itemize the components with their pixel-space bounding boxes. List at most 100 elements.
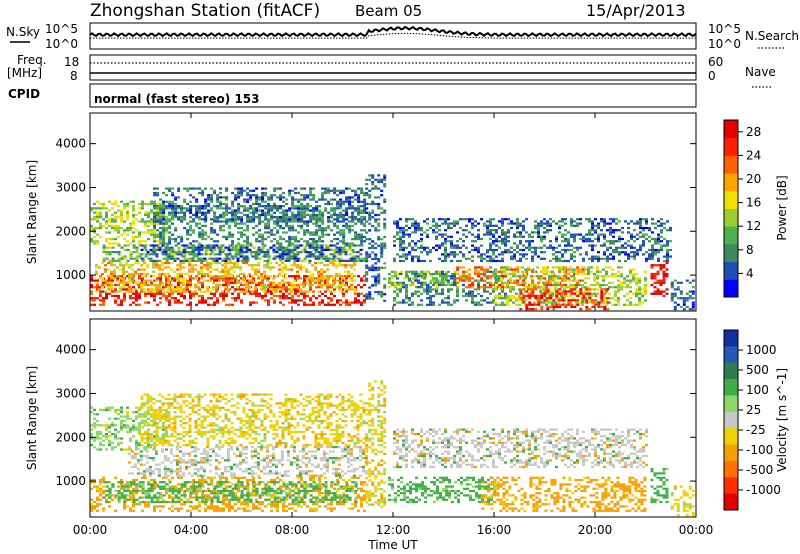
heatmap-cell — [174, 251, 178, 254]
heatmap-cell — [477, 270, 481, 273]
heatmap-cell — [621, 244, 624, 247]
heatmap-cell — [321, 231, 325, 234]
heatmap-cell — [206, 272, 210, 276]
heatmap-cell — [474, 279, 477, 282]
heatmap-cell — [117, 303, 120, 306]
heatmap-cell — [105, 207, 108, 210]
heatmap-cell — [159, 242, 163, 245]
heatmap-cell — [468, 272, 472, 276]
heatmap-cell — [108, 259, 112, 262]
heatmap-cell — [284, 253, 288, 256]
heatmap-cell — [585, 253, 588, 256]
heatmap-cell — [582, 259, 585, 263]
heatmap-cell — [236, 253, 240, 256]
heatmap-cell — [107, 275, 110, 278]
heatmap-cell — [345, 281, 348, 284]
heatmap-cell — [498, 270, 502, 273]
heatmap-cell — [353, 257, 357, 260]
heatmap-cell — [462, 275, 465, 278]
heatmap-cell — [299, 288, 303, 291]
heatmap-cell — [411, 248, 414, 252]
heatmap-cell — [318, 294, 321, 298]
heatmap-cell — [155, 255, 159, 258]
heatmap-cell — [162, 211, 166, 214]
heatmap-cell — [264, 194, 268, 197]
heatmap-cell — [515, 299, 518, 302]
heatmap-cell — [569, 268, 572, 271]
heatmap-cell — [456, 268, 460, 271]
heatmap-cell — [494, 281, 497, 284]
heatmap-cell — [380, 266, 384, 269]
heatmap-cell — [231, 233, 235, 236]
heatmap-cell — [522, 297, 526, 300]
heatmap-cell — [209, 275, 213, 278]
heatmap-cell — [570, 220, 573, 223]
heatmap-cell — [132, 238, 135, 241]
heatmap-cell — [394, 270, 397, 273]
heatmap-cell — [612, 242, 615, 245]
heatmap-cell — [354, 255, 358, 258]
heatmap-cell — [617, 290, 620, 293]
heatmap-cell — [315, 205, 319, 208]
heatmap-cell — [342, 189, 346, 192]
heatmap-cell — [204, 207, 208, 210]
heatmap-cell — [519, 297, 523, 300]
heatmap-cell — [267, 207, 271, 210]
heatmap-cell — [276, 242, 280, 245]
heatmap-cell — [273, 238, 277, 241]
heatmap-cell — [99, 286, 102, 289]
heatmap-cell — [189, 187, 193, 190]
heatmap-cell — [120, 220, 123, 223]
heatmap-cell — [579, 270, 583, 273]
heatmap-cell — [573, 299, 577, 302]
heatmap-cell — [261, 191, 265, 195]
heatmap-cell — [285, 240, 289, 243]
heatmap-cell — [176, 288, 180, 291]
heatmap-cell — [110, 275, 113, 278]
heatmap-cell — [477, 233, 480, 236]
heatmap-cell — [288, 189, 292, 192]
heatmap-cell — [252, 209, 256, 212]
heatmap-cell — [632, 272, 635, 276]
heatmap-cell — [414, 222, 417, 225]
heatmap-cell — [245, 261, 249, 265]
heatmap-cell — [149, 290, 153, 293]
heatmap-cell — [297, 299, 300, 302]
heatmap-cell — [420, 246, 423, 249]
heatmap-cell — [125, 270, 128, 273]
heatmap-cell — [174, 240, 178, 243]
heatmap-cell — [312, 222, 316, 225]
heatmap-cell — [243, 244, 247, 247]
heatmap-cell — [167, 261, 171, 265]
heatmap-cell — [383, 227, 387, 230]
heatmap-cell — [540, 292, 544, 295]
heatmap-cell — [518, 275, 521, 278]
heatmap-cell — [174, 301, 177, 304]
heatmap-cell — [336, 200, 340, 203]
heatmap-cell — [303, 246, 307, 249]
heatmap-cell — [501, 290, 504, 293]
heatmap-cell — [531, 288, 535, 291]
heatmap-cell — [321, 191, 325, 195]
heatmap-cell — [144, 248, 148, 251]
heatmap-cell — [297, 205, 301, 208]
heatmap-cell — [162, 286, 165, 289]
heatmap-cell — [429, 288, 432, 291]
heatmap-cell — [266, 248, 270, 251]
heatmap-cell — [309, 205, 313, 208]
heatmap-cell — [138, 211, 141, 214]
heatmap-cell — [509, 288, 512, 291]
heatmap-cell — [324, 290, 327, 293]
heatmap-cell — [504, 218, 507, 221]
heatmap-cell — [596, 277, 599, 280]
heatmap-cell — [176, 277, 180, 280]
heatmap-cell — [405, 253, 408, 256]
heatmap-cell — [588, 244, 591, 247]
heatmap-cell — [555, 246, 558, 249]
heatmap-cell — [281, 255, 285, 258]
heatmap-cell — [135, 294, 138, 298]
heatmap-cell — [240, 288, 243, 291]
heatmap-cell — [551, 272, 554, 276]
heatmap-cell — [186, 231, 190, 234]
heatmap-cell — [363, 283, 366, 287]
